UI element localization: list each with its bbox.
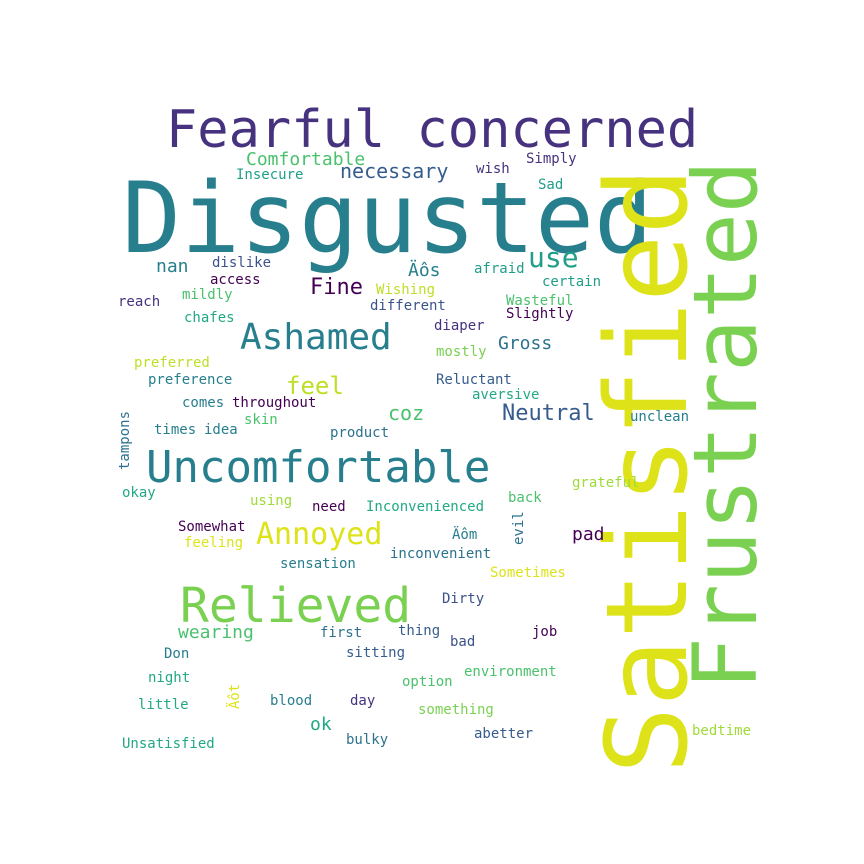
- word-sometimes: Sometimes: [490, 565, 566, 581]
- word-diaper: diaper: [434, 318, 485, 334]
- word-aversive: aversive: [472, 387, 540, 403]
- word-need: need: [312, 499, 346, 515]
- word-different: different: [370, 298, 446, 314]
- word-skin: skin: [244, 412, 278, 428]
- word-idea: idea: [204, 422, 238, 438]
- word-feeling: feeling: [184, 535, 244, 551]
- word-aom: Äôm: [452, 527, 478, 543]
- word-sad: Sad: [538, 177, 564, 193]
- word-preferred: preferred: [134, 355, 210, 371]
- word-preference: preference: [148, 372, 233, 388]
- word-afraid: afraid: [474, 261, 525, 277]
- word-certain: certain: [542, 274, 602, 290]
- word-day: day: [350, 693, 376, 709]
- word-bad: bad: [450, 634, 476, 650]
- word-slightly: Slightly: [506, 306, 574, 322]
- word-grateful: grateful: [572, 475, 640, 491]
- word-unclean: unclean: [630, 409, 690, 425]
- word-bulky: bulky: [346, 732, 389, 748]
- word-wearing: wearing: [178, 622, 254, 643]
- word-mostly: mostly: [436, 344, 487, 360]
- word-night: night: [148, 670, 191, 686]
- word-insecure: Insecure: [236, 167, 304, 183]
- word-chafes: chafes: [184, 310, 235, 326]
- word-evil: evil: [511, 511, 527, 545]
- word-wasteful: Wasteful: [506, 293, 574, 309]
- word-wishing: Wishing: [376, 282, 436, 298]
- word-ok: ok: [310, 714, 332, 735]
- word-first: first: [320, 625, 363, 641]
- word-access: access: [210, 272, 261, 288]
- word-option: option: [402, 674, 453, 690]
- word-back: back: [508, 490, 542, 506]
- word-okay: okay: [122, 485, 156, 501]
- word-times: times: [154, 422, 197, 438]
- word-frustrated: Frustrated: [674, 160, 777, 690]
- word-wish: wish: [476, 161, 510, 177]
- word-bedtime: bedtime: [692, 723, 752, 739]
- word-tampons: tampons: [117, 410, 133, 470]
- word-product: product: [330, 425, 390, 441]
- word-gross: Gross: [498, 333, 553, 354]
- word-sensation: sensation: [280, 556, 356, 572]
- word-relieved: Relieved: [180, 578, 412, 634]
- word-comfortable: Comfortable: [246, 149, 366, 170]
- word-somewhat: Somewhat: [178, 519, 246, 535]
- word-pad: pad: [572, 524, 605, 545]
- word-thing: thing: [398, 623, 441, 639]
- word-throughout: throughout: [232, 395, 317, 411]
- word-neutral: Neutral: [502, 401, 595, 426]
- word-coz: coz: [388, 401, 425, 425]
- word-inconvenienced: Inconvenienced: [366, 499, 485, 515]
- word-job: job: [532, 624, 558, 640]
- word-mildly: mildly: [182, 287, 233, 303]
- word-annoyed: Annoyed: [256, 517, 383, 552]
- word-something: something: [418, 702, 494, 718]
- word-don: Don: [164, 646, 190, 662]
- word-necessary: necessary: [340, 159, 449, 183]
- word-reach: reach: [118, 294, 161, 310]
- word-aos: Äôs: [408, 260, 441, 281]
- word-comes: comes: [182, 395, 225, 411]
- word-little: little: [138, 697, 189, 713]
- word-inconvenient: inconvenient: [390, 546, 492, 562]
- word-unsatisfied: Unsatisfied: [122, 736, 215, 752]
- word-environment: environment: [464, 664, 557, 680]
- word-feel: feel: [286, 372, 344, 400]
- word-fine: Fine: [310, 275, 363, 300]
- word-use: use: [528, 241, 579, 274]
- word-dirty: Dirty: [442, 591, 485, 607]
- word-disgusted: Disgusted: [122, 162, 654, 276]
- word-nan: nan: [156, 256, 189, 277]
- word-dislike: dislike: [212, 255, 272, 271]
- word-blood: blood: [270, 693, 313, 709]
- word-aot: Äôt: [227, 683, 243, 709]
- word-fearful-concerned: Fearful concerned: [166, 100, 699, 160]
- word-abetter: abetter: [474, 726, 534, 742]
- word-reluctant: Reluctant: [436, 372, 512, 388]
- word-sitting: sitting: [346, 645, 406, 661]
- word-uncomfortable: Uncomfortable: [146, 442, 491, 493]
- word-simply: Simply: [526, 151, 577, 167]
- word-using: using: [250, 493, 293, 509]
- word-ashamed: Ashamed: [240, 317, 392, 358]
